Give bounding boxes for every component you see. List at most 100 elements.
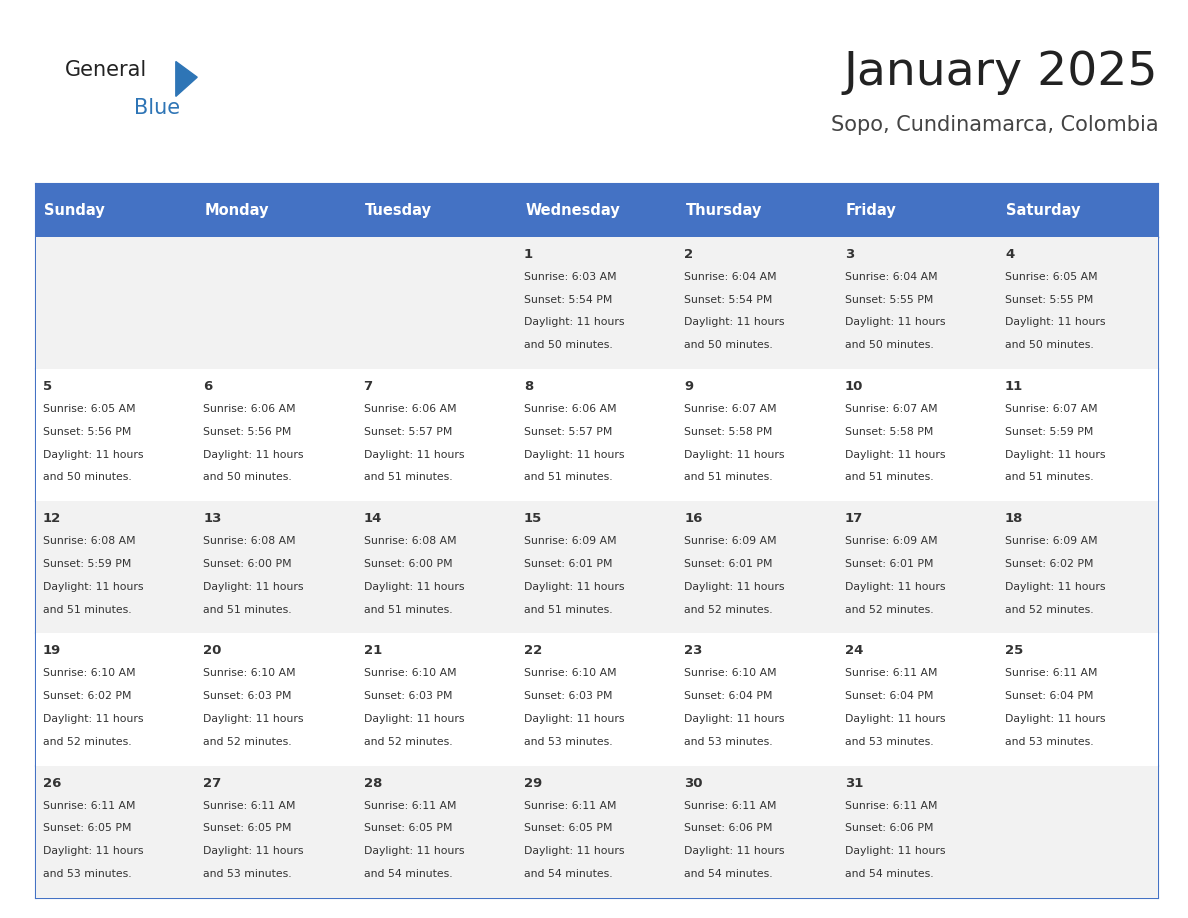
Text: Sunset: 6:01 PM: Sunset: 6:01 PM [845,559,933,569]
Text: Daylight: 11 hours: Daylight: 11 hours [524,450,625,460]
Text: Daylight: 11 hours: Daylight: 11 hours [203,846,304,856]
Text: 1: 1 [524,248,533,261]
Text: Sunset: 6:00 PM: Sunset: 6:00 PM [364,559,453,569]
Text: Sunrise: 6:06 AM: Sunrise: 6:06 AM [203,404,296,414]
Text: and 50 minutes.: and 50 minutes. [1005,341,1094,350]
Text: Sunrise: 6:04 AM: Sunrise: 6:04 AM [845,272,937,282]
Text: Sunrise: 6:07 AM: Sunrise: 6:07 AM [684,404,777,414]
Text: Sunset: 6:05 PM: Sunset: 6:05 PM [524,823,612,834]
Text: 8: 8 [524,380,533,393]
Text: Sunset: 5:55 PM: Sunset: 5:55 PM [1005,295,1093,305]
Text: Daylight: 11 hours: Daylight: 11 hours [203,582,304,592]
Text: and 50 minutes.: and 50 minutes. [524,341,613,350]
Text: Sunset: 6:06 PM: Sunset: 6:06 PM [684,823,772,834]
Text: Sunrise: 6:11 AM: Sunrise: 6:11 AM [845,800,937,811]
Text: Daylight: 11 hours: Daylight: 11 hours [684,318,785,328]
Text: Sunrise: 6:10 AM: Sunrise: 6:10 AM [364,668,456,678]
Text: and 53 minutes.: and 53 minutes. [43,869,132,879]
Text: Sunset: 6:01 PM: Sunset: 6:01 PM [684,559,772,569]
Text: 27: 27 [203,777,221,789]
Text: Sunset: 6:04 PM: Sunset: 6:04 PM [1005,691,1093,701]
Text: Sunset: 6:03 PM: Sunset: 6:03 PM [203,691,291,701]
Text: Daylight: 11 hours: Daylight: 11 hours [364,846,465,856]
Text: and 52 minutes.: and 52 minutes. [845,605,934,614]
Text: Sunset: 6:05 PM: Sunset: 6:05 PM [203,823,291,834]
Text: Sunrise: 6:11 AM: Sunrise: 6:11 AM [43,800,135,811]
Text: 12: 12 [43,512,61,525]
Text: Sunset: 6:01 PM: Sunset: 6:01 PM [524,559,612,569]
Text: Daylight: 11 hours: Daylight: 11 hours [524,714,625,724]
Text: Sunset: 5:59 PM: Sunset: 5:59 PM [43,559,131,569]
Text: 11: 11 [1005,380,1023,393]
Text: and 51 minutes.: and 51 minutes. [364,473,453,482]
Text: and 52 minutes.: and 52 minutes. [203,737,292,746]
Text: and 53 minutes.: and 53 minutes. [845,737,934,746]
Text: Sunset: 6:05 PM: Sunset: 6:05 PM [364,823,451,834]
Text: 9: 9 [684,380,694,393]
Text: Daylight: 11 hours: Daylight: 11 hours [1005,450,1106,460]
Text: Sunrise: 6:10 AM: Sunrise: 6:10 AM [684,668,777,678]
Text: and 51 minutes.: and 51 minutes. [203,605,292,614]
Text: Sunrise: 6:11 AM: Sunrise: 6:11 AM [203,800,296,811]
Text: 26: 26 [43,777,61,789]
Text: Sunset: 6:04 PM: Sunset: 6:04 PM [684,691,772,701]
Text: Daylight: 11 hours: Daylight: 11 hours [203,714,304,724]
Text: Sunrise: 6:10 AM: Sunrise: 6:10 AM [203,668,296,678]
Text: 22: 22 [524,644,542,657]
Text: and 52 minutes.: and 52 minutes. [364,737,453,746]
Text: Daylight: 11 hours: Daylight: 11 hours [364,582,465,592]
Text: Daylight: 11 hours: Daylight: 11 hours [845,582,946,592]
Text: Sunrise: 6:11 AM: Sunrise: 6:11 AM [364,800,456,811]
Text: and 51 minutes.: and 51 minutes. [43,605,132,614]
Text: Sunset: 6:02 PM: Sunset: 6:02 PM [1005,559,1093,569]
Text: Sunset: 5:59 PM: Sunset: 5:59 PM [1005,427,1093,437]
Text: and 53 minutes.: and 53 minutes. [684,737,773,746]
Text: Daylight: 11 hours: Daylight: 11 hours [1005,318,1106,328]
Text: Sunset: 6:00 PM: Sunset: 6:00 PM [203,559,292,569]
Text: 19: 19 [43,644,61,657]
Text: Daylight: 11 hours: Daylight: 11 hours [524,318,625,328]
Text: Sunset: 5:55 PM: Sunset: 5:55 PM [845,295,933,305]
Text: Sunset: 5:57 PM: Sunset: 5:57 PM [524,427,612,437]
Text: 3: 3 [845,248,854,261]
Text: General: General [65,60,147,80]
Text: and 51 minutes.: and 51 minutes. [1005,473,1094,482]
Text: Daylight: 11 hours: Daylight: 11 hours [524,582,625,592]
Text: and 52 minutes.: and 52 minutes. [43,737,132,746]
Text: and 51 minutes.: and 51 minutes. [845,473,934,482]
Text: Sunset: 5:57 PM: Sunset: 5:57 PM [364,427,451,437]
Text: 28: 28 [364,777,381,789]
Text: and 50 minutes.: and 50 minutes. [203,473,292,482]
Text: 30: 30 [684,777,703,789]
Text: 5: 5 [43,380,52,393]
Text: Daylight: 11 hours: Daylight: 11 hours [845,450,946,460]
Text: Daylight: 11 hours: Daylight: 11 hours [845,318,946,328]
Text: 2: 2 [684,248,694,261]
Text: 31: 31 [845,777,862,789]
Text: Daylight: 11 hours: Daylight: 11 hours [43,846,144,856]
Text: and 53 minutes.: and 53 minutes. [524,737,613,746]
Text: 21: 21 [364,644,381,657]
Text: Daylight: 11 hours: Daylight: 11 hours [43,450,144,460]
Text: Wednesday: Wednesday [525,203,620,218]
Text: Thursday: Thursday [685,203,762,218]
Text: 15: 15 [524,512,542,525]
Text: Daylight: 11 hours: Daylight: 11 hours [364,714,465,724]
Text: Sunrise: 6:11 AM: Sunrise: 6:11 AM [684,800,777,811]
Text: and 52 minutes.: and 52 minutes. [684,605,773,614]
Text: Daylight: 11 hours: Daylight: 11 hours [684,846,785,856]
Text: Daylight: 11 hours: Daylight: 11 hours [684,714,785,724]
Text: and 51 minutes.: and 51 minutes. [684,473,773,482]
Text: Sunrise: 6:06 AM: Sunrise: 6:06 AM [524,404,617,414]
Text: 23: 23 [684,644,702,657]
Text: Sunrise: 6:05 AM: Sunrise: 6:05 AM [43,404,135,414]
Text: 29: 29 [524,777,542,789]
Text: 14: 14 [364,512,381,525]
Text: Daylight: 11 hours: Daylight: 11 hours [43,582,144,592]
Text: Sunset: 6:02 PM: Sunset: 6:02 PM [43,691,131,701]
Text: and 51 minutes.: and 51 minutes. [524,473,613,482]
Text: January 2025: January 2025 [843,50,1158,95]
Text: Sopo, Cundinamarca, Colombia: Sopo, Cundinamarca, Colombia [830,115,1158,135]
Text: and 54 minutes.: and 54 minutes. [524,869,613,879]
Text: 6: 6 [203,380,213,393]
